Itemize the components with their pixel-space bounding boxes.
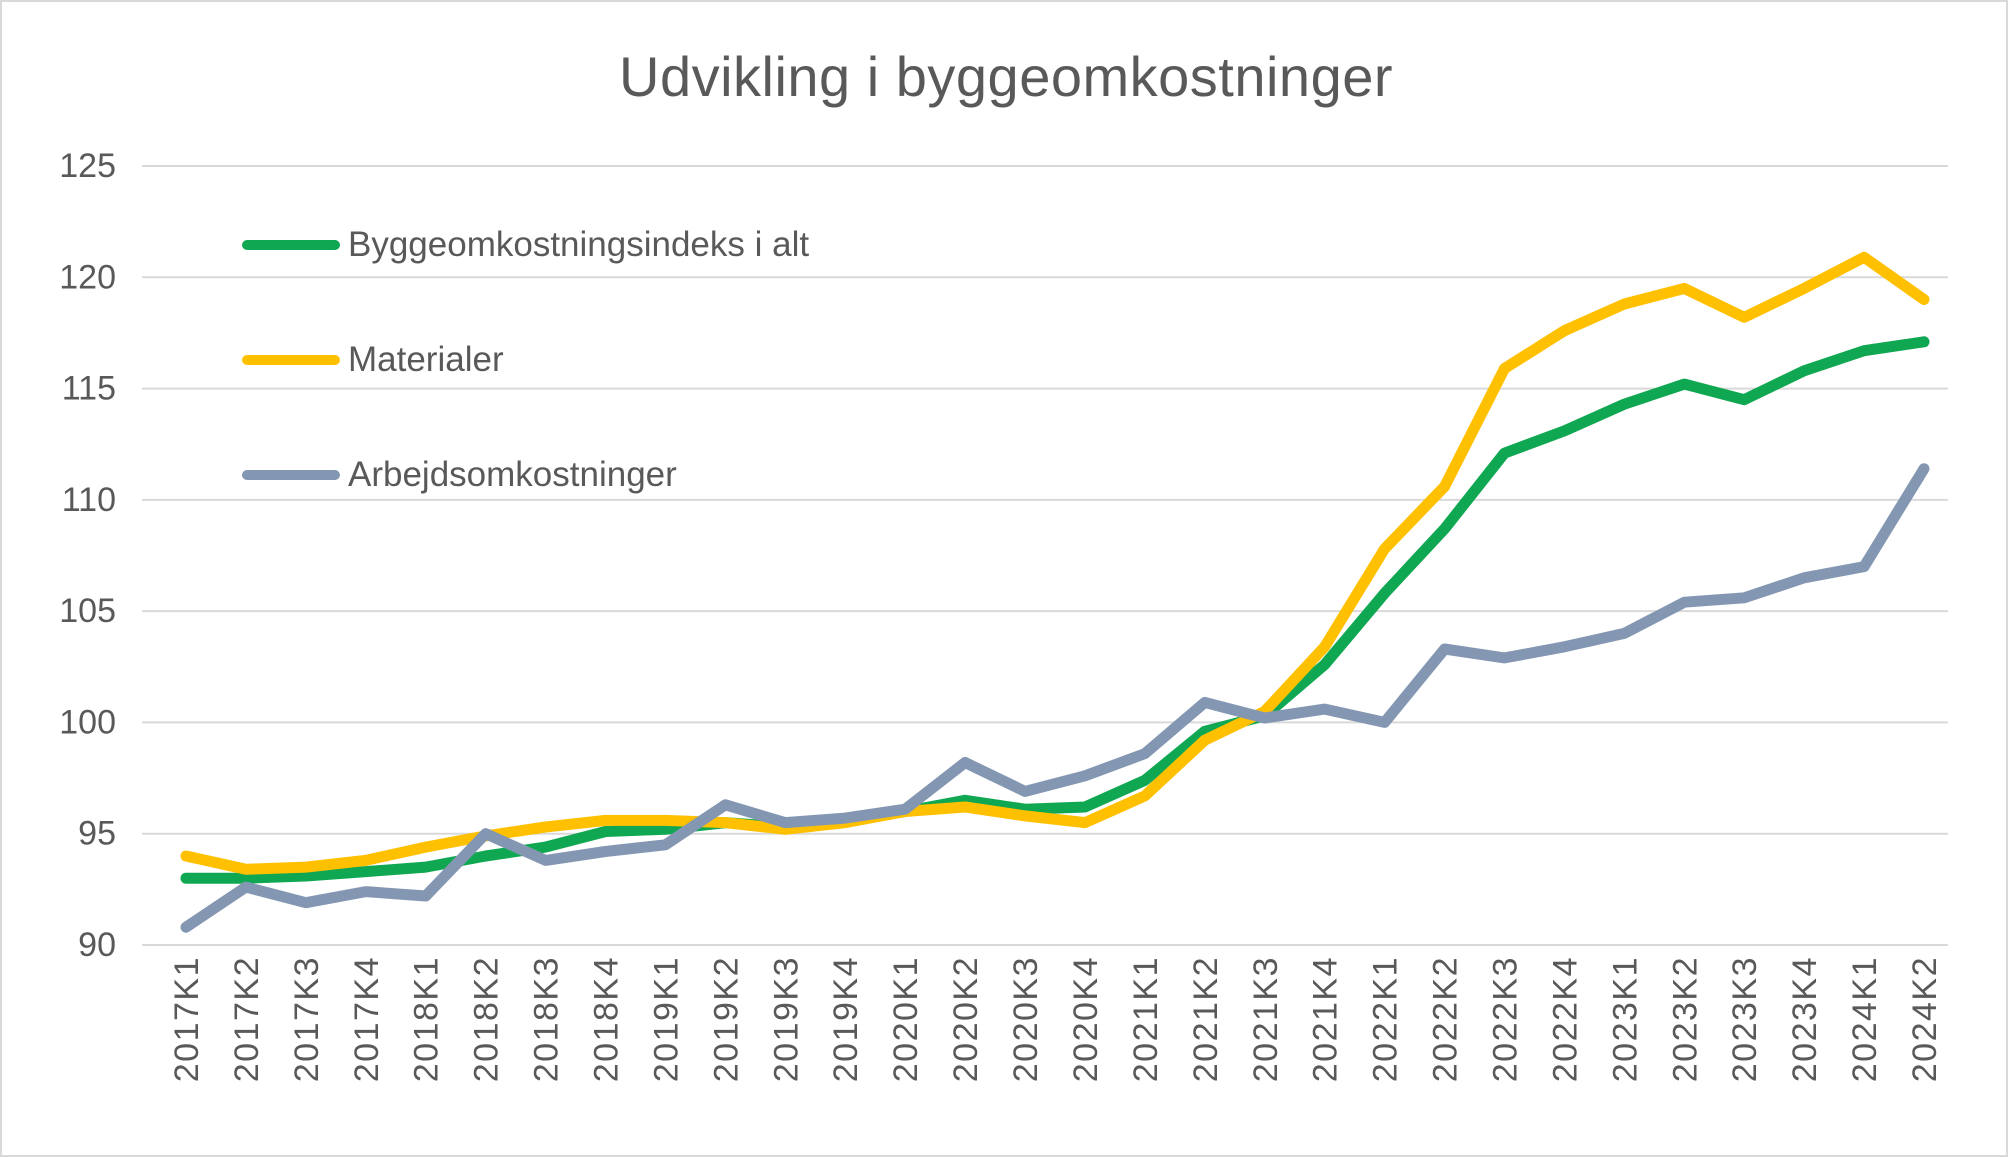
x-tick-label: 2017K2 bbox=[228, 956, 266, 1082]
legend-label-total: Byggeomkostningsindeks i alt bbox=[348, 224, 810, 264]
x-tick-label: 2019K3 bbox=[767, 956, 805, 1082]
y-tick-label: 120 bbox=[59, 258, 116, 296]
legend: Byggeomkostningsindeks i alt Materialer … bbox=[242, 187, 809, 532]
x-tick-label: 2024K1 bbox=[1846, 956, 1884, 1082]
legend-label-materials: Materialer bbox=[348, 339, 504, 379]
x-tick-label: 2021K2 bbox=[1187, 956, 1225, 1082]
x-tick-label: 2018K4 bbox=[588, 956, 626, 1082]
x-tick-label: 2018K2 bbox=[468, 956, 506, 1082]
x-tick-label: 2022K4 bbox=[1546, 956, 1584, 1082]
x-tick-label: 2018K1 bbox=[408, 956, 446, 1082]
legend-label-labour: Arbejdsomkostninger bbox=[348, 454, 677, 494]
legend-item-total: Byggeomkostningsindeks i alt bbox=[242, 187, 809, 302]
y-tick-label: 95 bbox=[78, 815, 116, 853]
x-tick-label: 2019K4 bbox=[827, 956, 865, 1082]
x-tick-label: 2021K1 bbox=[1127, 956, 1165, 1082]
x-tick-label: 2017K3 bbox=[288, 956, 326, 1082]
y-tick-label: 110 bbox=[62, 481, 116, 519]
x-tick-label: 2022K3 bbox=[1486, 956, 1524, 1082]
y-tick-label: 125 bbox=[59, 147, 116, 185]
legend-swatch-total bbox=[242, 239, 340, 250]
y-tick-label: 90 bbox=[78, 926, 116, 964]
x-tick-label: 2019K1 bbox=[647, 956, 685, 1082]
x-tick-label: 2023K1 bbox=[1606, 956, 1644, 1082]
legend-item-labour: Arbejdsomkostninger bbox=[242, 417, 809, 532]
x-tick-label: 2023K3 bbox=[1726, 956, 1764, 1082]
x-tick-label: 2024K2 bbox=[1906, 956, 1944, 1082]
x-tick-label: 2023K2 bbox=[1666, 956, 1704, 1082]
x-tick-label: 2020K3 bbox=[1007, 956, 1045, 1082]
x-tick-label: 2021K4 bbox=[1307, 956, 1345, 1082]
legend-swatch-materials bbox=[242, 354, 340, 365]
y-tick-label: 100 bbox=[59, 703, 116, 741]
chart-title: Udvikling i byggeomkostninger bbox=[619, 45, 1393, 108]
y-tick-label: 105 bbox=[59, 592, 116, 630]
legend-swatch-labour bbox=[242, 469, 340, 480]
x-tick-label: 2023K4 bbox=[1786, 956, 1824, 1082]
x-tick-label: 2020K4 bbox=[1067, 956, 1105, 1082]
x-tick-label: 2021K3 bbox=[1247, 956, 1285, 1082]
x-tick-label: 2018K3 bbox=[528, 956, 566, 1082]
x-tick-label: 2017K4 bbox=[348, 956, 386, 1082]
x-tick-label: 2019K2 bbox=[707, 956, 745, 1082]
x-tick-label: 2020K1 bbox=[887, 956, 925, 1082]
series-line-green bbox=[180, 336, 1930, 884]
x-tick-label: 2020K2 bbox=[947, 956, 985, 1082]
x-tick-label: 2022K1 bbox=[1367, 956, 1405, 1082]
series-line-gray bbox=[180, 463, 1930, 933]
x-tick-label: 2017K1 bbox=[168, 956, 206, 1082]
y-tick-label: 115 bbox=[62, 370, 116, 408]
legend-item-materials: Materialer bbox=[242, 302, 809, 417]
x-tick-label: 2022K2 bbox=[1427, 956, 1465, 1082]
